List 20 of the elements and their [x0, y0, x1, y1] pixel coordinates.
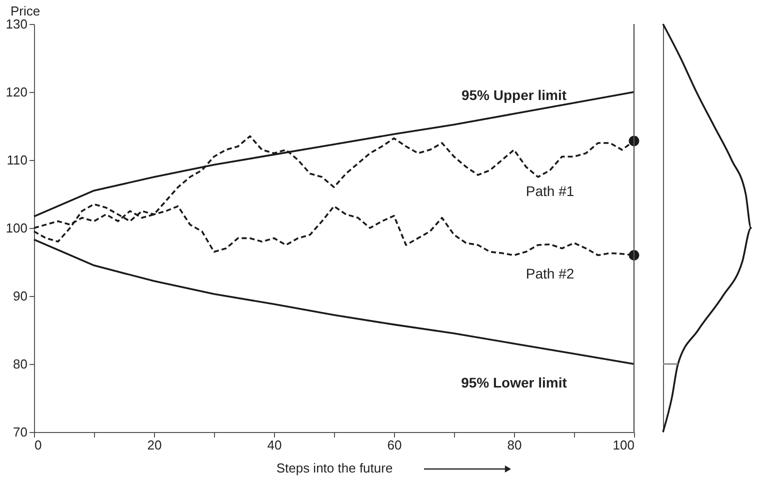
y-tick-label: 130: [6, 16, 28, 32]
x-axis-title: Steps into the future: [276, 460, 393, 476]
y-axis-title: Price: [10, 4, 40, 18]
x-tick-label: 20: [147, 438, 162, 452]
x-tick-label: 40: [267, 438, 282, 452]
y-tick-label: 110: [6, 152, 28, 168]
x-tick-label: 100: [612, 438, 634, 452]
annotation: Path #1: [526, 183, 574, 200]
y-tick-label: 70: [13, 424, 28, 440]
x-tick-label: 80: [507, 438, 522, 452]
x-tick-label: 0: [34, 438, 42, 452]
y-tick-label: 80: [13, 356, 28, 372]
annotation: 95% Upper limit: [461, 86, 567, 103]
annotation: Path #2: [526, 265, 574, 282]
annotation: 95% Lower limit: [461, 374, 568, 391]
line-series: [33, 238, 635, 365]
y-tick-label: 100: [6, 220, 28, 236]
y-tick-label: 90: [13, 288, 28, 304]
y-tick-label: 120: [6, 84, 28, 100]
x-tick-label: 60: [387, 438, 402, 452]
